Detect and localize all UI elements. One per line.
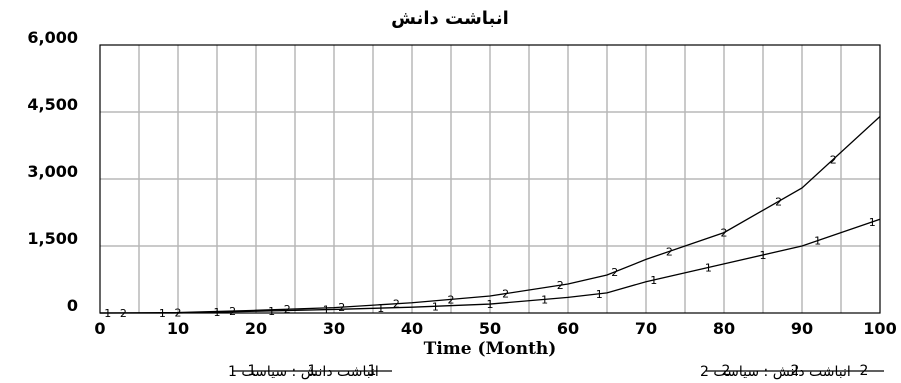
series-line-1 xyxy=(100,218,881,314)
series-marker-1: 1 xyxy=(487,298,494,311)
plot-frame xyxy=(99,44,881,314)
x-tick-label: 50 xyxy=(479,319,501,338)
series-marker-1: 1 xyxy=(596,288,603,301)
legend-label-1: انباشت دانش : سیاست 1 xyxy=(228,364,379,380)
series-marker-2: 2 xyxy=(557,279,564,292)
series-marker-2: 2 xyxy=(775,195,782,208)
series-marker-2: 2 xyxy=(448,293,455,306)
chart-title: انباشت دانش xyxy=(391,8,509,29)
series-marker-1: 1 xyxy=(705,261,712,274)
y-axis-ticks: 0 1,500 3,000 4,500 6,000 xyxy=(27,28,78,315)
series-marker-1: 1 xyxy=(650,274,657,287)
legend-marker-2: 2 xyxy=(791,363,800,379)
x-tick-label: 40 xyxy=(401,319,423,338)
y-tick-label: 6,000 xyxy=(27,28,78,47)
series-marker-1: 1 xyxy=(323,304,330,317)
x-tick-label: 0 xyxy=(94,319,105,338)
series-marker-2: 2 xyxy=(666,245,673,258)
x-tick-label: 10 xyxy=(167,319,189,338)
series-marker-2: 2 xyxy=(229,305,236,318)
series-marker-2: 2 xyxy=(338,301,345,314)
series-marker-1: 1 xyxy=(760,249,767,262)
x-tick-label: 70 xyxy=(635,319,657,338)
series-marker-1: 1 xyxy=(377,302,384,315)
y-tick-label: 1,500 xyxy=(27,229,78,248)
grid-lines xyxy=(100,45,880,313)
series-marker-1: 1 xyxy=(814,235,821,248)
legend-marker-1: 1 xyxy=(368,363,377,379)
series-marker-2: 2 xyxy=(393,298,400,311)
legend-marker-2: 2 xyxy=(860,363,869,379)
legend-label-2: انباشت دانش : سیاست 2 xyxy=(700,364,851,380)
series-marker-1: 1 xyxy=(432,300,439,313)
series-marker-2: 2 xyxy=(721,227,728,240)
y-tick-label: 0 xyxy=(67,296,78,315)
x-tick-label: 30 xyxy=(323,319,345,338)
x-axis-label: Time (Month) xyxy=(424,339,557,359)
y-tick-label: 4,500 xyxy=(27,95,78,114)
legend: انباشت دانش : سیاست 11 1 1 انباشت دانش : سی… xyxy=(228,363,884,380)
x-axis-ticks: 0 10 20 30 40 50 60 70 80 90 100 xyxy=(94,319,896,338)
legend-marker-1: 1 xyxy=(308,363,317,379)
x-tick-label: 100 xyxy=(863,319,896,338)
x-tick-label: 90 xyxy=(791,319,813,338)
x-tick-label: 60 xyxy=(557,319,579,338)
x-tick-label: 80 xyxy=(713,319,735,338)
series-line-2 xyxy=(99,115,881,314)
legend-marker-1: 1 xyxy=(248,363,257,379)
y-tick-label: 3,000 xyxy=(27,162,78,181)
series-marker-2: 2 xyxy=(284,303,291,316)
series-marker-2: 2 xyxy=(611,266,618,279)
series-marker-1: 1 xyxy=(869,216,876,229)
legend-marker-2: 2 xyxy=(722,363,731,379)
series-marker-1: 1 xyxy=(268,305,275,318)
x-tick-label: 20 xyxy=(245,319,267,338)
series-marker-2: 2 xyxy=(830,153,837,166)
series-marker-1: 1 xyxy=(541,293,548,306)
series-marker-2: 2 xyxy=(502,288,509,301)
